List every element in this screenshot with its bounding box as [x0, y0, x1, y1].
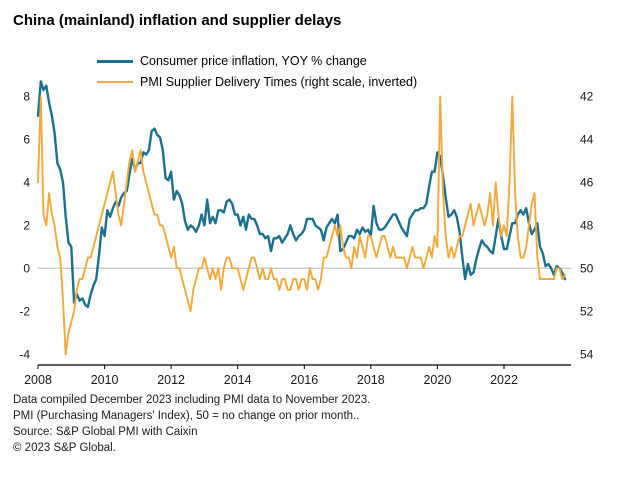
- svg-text:46: 46: [580, 175, 594, 189]
- svg-text:54: 54: [580, 347, 594, 361]
- svg-text:8: 8: [23, 90, 30, 104]
- legend-line-swatch-pmi: [97, 80, 133, 84]
- footnote-line: Data compiled December 2023 including PM…: [13, 394, 371, 406]
- chart-footnotes: Data compiled December 2023 including PM…: [13, 392, 370, 456]
- legend-label-cpi: Consumer price inflation, YOY % change: [140, 54, 367, 68]
- svg-text:4: 4: [23, 175, 30, 189]
- chart-title: China (mainland) inflation and supplier …: [13, 12, 342, 29]
- svg-text:2014: 2014: [224, 373, 252, 387]
- legend-line-swatch-cpi: [97, 59, 133, 63]
- svg-text:2: 2: [23, 218, 30, 232]
- legend-item-cpi: Consumer price inflation, YOY % change: [97, 54, 417, 68]
- svg-text:44: 44: [580, 132, 594, 146]
- chart-legend: Consumer price inflation, YOY % change P…: [97, 54, 417, 96]
- svg-text:42: 42: [580, 90, 594, 104]
- svg-text:-4: -4: [19, 347, 30, 361]
- svg-text:2008: 2008: [24, 373, 52, 387]
- legend-label-pmi: PMI Supplier Delivery Times (right scale…: [140, 75, 418, 89]
- svg-text:0: 0: [23, 261, 30, 275]
- footnote-line: PMI (Purchasing Managers' Index), 50 = n…: [13, 410, 360, 422]
- svg-text:48: 48: [580, 218, 594, 232]
- svg-text:-2: -2: [19, 304, 30, 318]
- footnote-line: Source: S&P Global PMI with Caixin: [13, 426, 198, 438]
- svg-text:2010: 2010: [91, 373, 119, 387]
- svg-text:2012: 2012: [157, 373, 185, 387]
- svg-text:50: 50: [580, 261, 594, 275]
- footnote-line: © 2023 S&P Global.: [13, 442, 116, 454]
- svg-text:2016: 2016: [290, 373, 318, 387]
- svg-text:2022: 2022: [490, 373, 518, 387]
- legend-item-pmi: PMI Supplier Delivery Times (right scale…: [97, 75, 417, 89]
- svg-text:6: 6: [23, 132, 30, 146]
- svg-text:2018: 2018: [357, 373, 385, 387]
- svg-text:2020: 2020: [423, 373, 451, 387]
- svg-text:52: 52: [580, 304, 594, 318]
